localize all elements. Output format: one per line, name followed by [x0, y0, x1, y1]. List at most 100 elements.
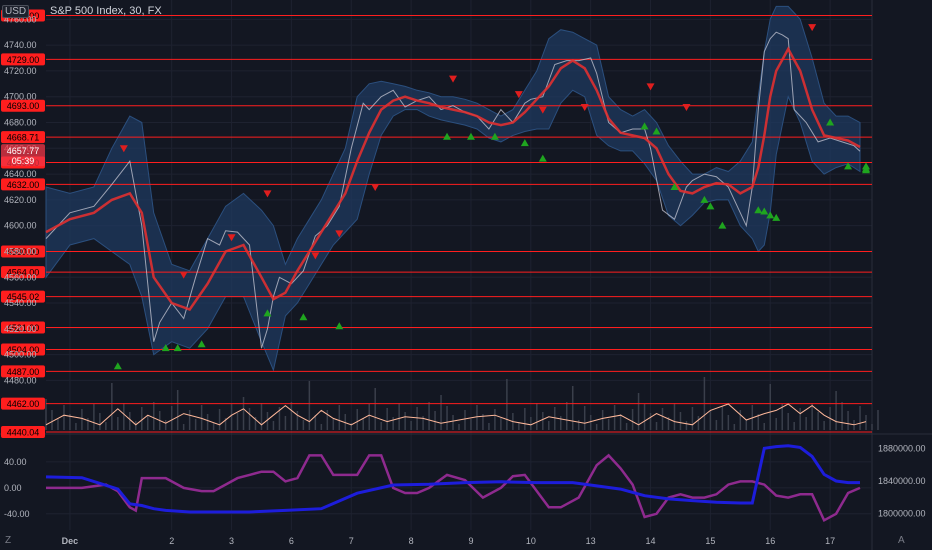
- time-tick-6: 9: [468, 536, 473, 546]
- level-label-bg-6: [1, 245, 45, 258]
- indicator-tick-1: 0.00: [4, 483, 22, 493]
- time-tick-3: 6: [289, 536, 294, 546]
- level-label-10: 4504.00: [7, 345, 40, 355]
- time-tick-7: 10: [526, 536, 536, 546]
- bollinger-band: [45, 5, 879, 430]
- price-tick-7: 4620.00: [4, 195, 37, 205]
- sell-signal-11: [646, 83, 655, 91]
- price-tick-3: 4540.00: [4, 298, 37, 308]
- price-tick-6: 4600.00: [4, 221, 37, 231]
- buy-signal-21: [772, 213, 781, 221]
- level-label-7: 4564.00: [7, 268, 40, 278]
- time-tick-10: 15: [705, 536, 715, 546]
- price-tick-11: 4700.00: [4, 92, 37, 102]
- level-label-bg-8: [1, 290, 45, 303]
- indicator-right-tick-0: 1800000.00: [878, 509, 926, 519]
- buy-signal-12: [640, 122, 649, 130]
- level-label-3: 4668.71: [7, 133, 40, 143]
- buy-signal-4: [263, 309, 272, 317]
- buy-signal-10: [520, 139, 529, 147]
- corner-left-label[interactable]: Z: [5, 535, 12, 546]
- indicator-purple-series: [46, 453, 861, 523]
- sell-signal-0: [119, 145, 128, 153]
- time-tick-8: 13: [586, 536, 596, 546]
- price-tick-10: 4680.00: [4, 118, 37, 128]
- currency-badge[interactable]: USD: [2, 5, 30, 18]
- price-tick-12: 4720.00: [4, 66, 37, 76]
- buy-signal-2: [173, 344, 182, 352]
- level-label-9: 4521.00: [7, 323, 40, 333]
- price-tick-2: 4520.00: [4, 324, 37, 334]
- level-label-11: 4487.00: [7, 367, 40, 377]
- time-tick-5: 8: [409, 536, 414, 546]
- sell-signal-12: [682, 104, 691, 112]
- buy-signal-19: [760, 207, 769, 215]
- level-label-bg-1: [1, 53, 45, 66]
- price-tick-1: 4500.00: [4, 350, 37, 360]
- price-tick-5: 4580.00: [4, 246, 37, 256]
- moving-average-series: [45, 46, 861, 312]
- level-label-bg-5: [1, 178, 45, 191]
- buy-signal-7: [443, 132, 452, 140]
- level-label-bg-13: [1, 425, 45, 438]
- time-axis[interactable]: Dec 2 3 6 7 8 9 10 13 14 15 16 17: [62, 536, 835, 546]
- sell-signals: [119, 24, 817, 279]
- time-tick-1: 2: [169, 536, 174, 546]
- sell-signal-13: [808, 24, 817, 32]
- time-tick-2: 3: [229, 536, 234, 546]
- level-label-13: 4440.04: [7, 427, 40, 437]
- price-line: [45, 31, 861, 349]
- level-label-bg-2: [1, 99, 45, 112]
- sell-signal-1: [179, 271, 188, 279]
- buy-signal-15: [700, 195, 709, 203]
- level-label-6: 4580.00: [7, 247, 40, 257]
- sell-signal-3: [263, 190, 272, 198]
- buy-signal-6: [335, 322, 344, 330]
- buy-signal-13: [652, 127, 661, 135]
- buy-signal-18: [754, 206, 763, 214]
- buy-signal-9: [490, 132, 499, 140]
- current-price-bg: [1, 144, 45, 167]
- price-tick-8: 4640.00: [4, 169, 37, 179]
- price-series: [45, 31, 861, 349]
- buy-signal-0: [113, 362, 122, 370]
- price-tick-14: 4760.00: [4, 14, 37, 24]
- buy-signal-1: [161, 344, 170, 352]
- price-axis[interactable]: 4480.00 4500.00 4520.00 4540.00 4560.00 4580.…: [4, 14, 37, 385]
- corner-right-label[interactable]: A: [898, 535, 905, 546]
- chart-title: S&P 500 Index, 30, FX: [50, 5, 162, 17]
- indicator-axis[interactable]: -40.00 0.00 40.00 1800000.00 1840000.00 18800…: [4, 443, 926, 519]
- level-label-bg-10: [1, 343, 45, 356]
- buy-signal-26: [862, 166, 871, 174]
- time-tick-9: 14: [646, 536, 656, 546]
- level-label-bg-3: [1, 131, 45, 144]
- time-tick-11: 16: [765, 536, 775, 546]
- sell-signal-6: [371, 183, 380, 191]
- time-tick-12: 17: [825, 536, 835, 546]
- buy-signal-5: [299, 313, 308, 321]
- sell-signal-2: [227, 234, 236, 242]
- sell-signal-7: [449, 75, 458, 83]
- oscillator-series: [45, 403, 867, 426]
- moving-average-line: [45, 46, 861, 312]
- indicator-blue-series: [45, 444, 860, 514]
- sell-signal-4: [311, 252, 320, 260]
- buy-signal-14: [670, 182, 679, 190]
- level-label-bg-11: [1, 365, 45, 378]
- level-label-5: 4632.00: [7, 180, 40, 190]
- buy-signal-11: [538, 154, 547, 162]
- level-label-8: 4545.02: [7, 292, 40, 302]
- time-tick-0: Dec: [62, 536, 79, 546]
- buy-signal-16: [706, 202, 715, 210]
- oscillator-line: [45, 403, 867, 426]
- buy-signals: [113, 118, 871, 370]
- indicator-right-tick-2: 1880000.00: [878, 443, 926, 453]
- price-tick-13: 4740.00: [4, 40, 37, 50]
- level-label-bg-9: [1, 321, 45, 334]
- buy-signal-3: [197, 340, 206, 348]
- current-price-countdown: 05:39: [12, 156, 35, 166]
- resistance-lines: [46, 14, 872, 433]
- band-area: [45, 5, 861, 372]
